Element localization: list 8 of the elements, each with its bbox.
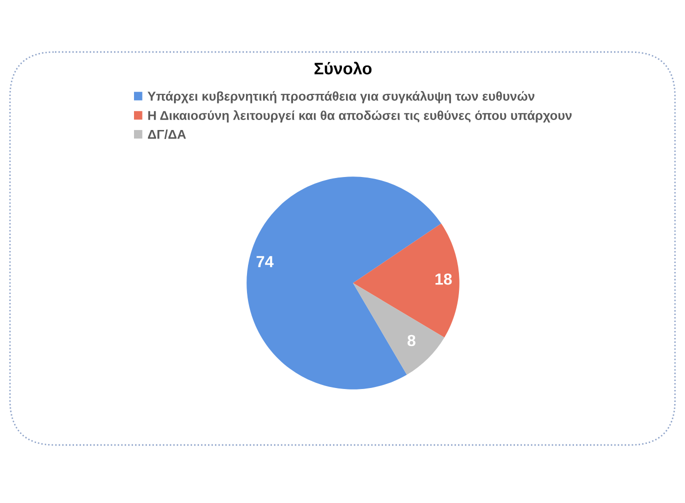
legend-label: Υπάρχει κυβερνητική προσπάθεια για συγκάλυψη των ευθυνών: [148, 91, 534, 104]
chart-title: Σύνολο: [314, 62, 372, 74]
data-label: 74: [256, 256, 274, 268]
legend-label: ΔΓ/ΔΑ: [148, 130, 186, 140]
legend-label: Η Δικαιοσύνη λειτουργεί και θα αποδώσει τις ευθύνες όπου υπάρχουν: [148, 110, 572, 123]
data-label: 18: [436, 273, 452, 285]
data-label: 8: [408, 334, 416, 346]
pie-slice: [353, 283, 444, 375]
